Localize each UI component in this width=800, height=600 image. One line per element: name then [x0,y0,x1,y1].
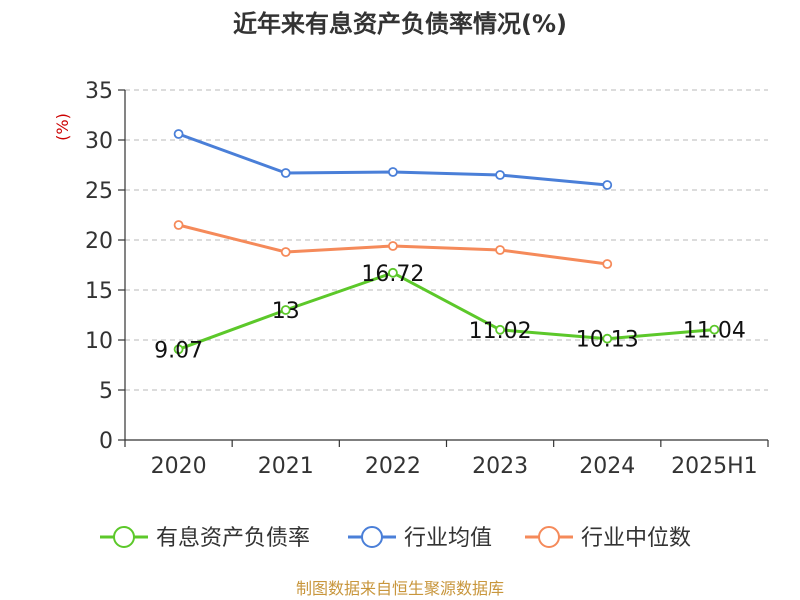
grid-lines [125,89,768,391]
legend-marker [361,526,383,548]
data-label: 11.04 [683,319,746,344]
y-axis-ticks: 0 5 10 15 20 25 30 35 [85,79,113,454]
data-point [602,259,613,269]
y-tick-label: 5 [99,379,113,404]
data-point [388,167,398,177]
data-point [280,247,291,257]
source-note: 制图数据来自恒生聚源数据库 [296,579,504,598]
x-tick-label: 2021 [258,454,314,479]
x-tick-label: 2022 [365,454,421,479]
data-point [173,344,184,355]
legend-label: 行业中位数 [581,526,691,551]
data-point [280,305,291,315]
chart-title: 近年来有息资产负债率情况(%) [233,10,567,38]
series-line [178,132,608,187]
y-axis-unit: (%) [53,113,72,141]
y-tick-label: 25 [85,179,113,204]
data-label: 13 [272,299,300,324]
y-tick-label: 10 [85,329,113,354]
x-tick-label: 2020 [151,454,207,479]
data-point [495,245,505,255]
y-tick-label: 20 [85,229,113,254]
legend-label: 有息资产负债率 [156,526,310,551]
x-tick-label: 2023 [472,454,528,479]
data-point [602,180,613,190]
axes [118,89,769,447]
legend-label: 行业均值 [404,526,492,551]
x-axis-ticks: 2020 2021 2022 2023 2024 2025H1 [151,454,758,479]
data-point [280,168,291,178]
y-tick-label: 0 [99,429,113,454]
data-point [602,333,613,344]
legend: 有息资产负债率 行业均值 行业中位数 [100,526,691,551]
data-point [709,324,720,335]
data-point [173,220,184,230]
data-point [388,241,398,251]
data-label: 10.13 [576,328,639,353]
legend-marker [113,526,135,548]
y-tick-label: 30 [85,129,113,154]
data-point [495,324,505,335]
y-tick-label: 35 [85,79,113,104]
x-tick-label: 2025H1 [671,454,758,479]
data-label: 16.72 [361,262,424,287]
data-label: 9.07 [154,338,203,363]
data-point [388,267,398,278]
data-point [173,129,184,139]
data-point [495,170,505,180]
data-label: 11.02 [469,319,532,344]
legend-marker [538,526,560,548]
y-tick-label: 15 [85,279,113,304]
series-lines [173,129,720,355]
series-line [178,271,715,351]
data-labels: 9.07 13 16.72 11.02 10.13 11.04 [154,262,746,364]
x-tick-label: 2024 [579,454,635,479]
